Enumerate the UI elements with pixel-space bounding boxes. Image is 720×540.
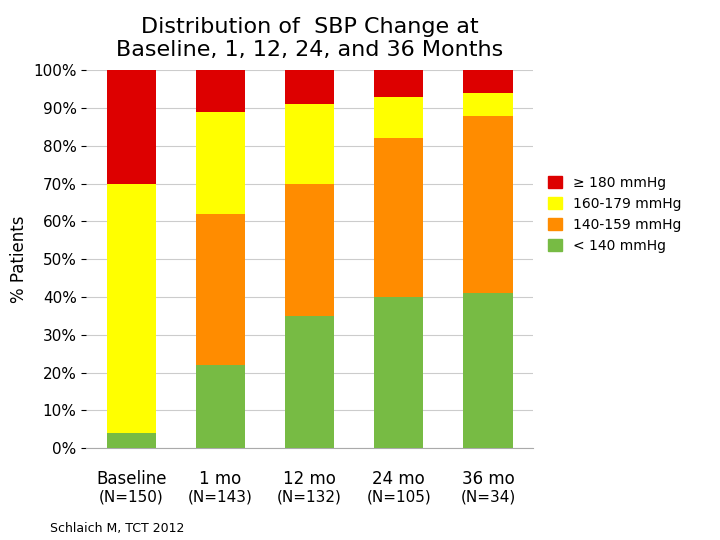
Y-axis label: % Patients: % Patients <box>9 215 27 303</box>
Bar <box>196 70 245 112</box>
Bar <box>107 70 156 184</box>
Bar <box>374 97 423 138</box>
Bar <box>107 433 156 448</box>
Bar <box>196 214 245 365</box>
Bar <box>285 104 334 184</box>
Text: (N=150): (N=150) <box>99 490 163 505</box>
Legend: ≥ 180 mmHg, 160-179 mmHg, 140-159 mmHg, < 140 mmHg: ≥ 180 mmHg, 160-179 mmHg, 140-159 mmHg, … <box>544 172 686 257</box>
Bar <box>464 116 513 293</box>
Bar <box>464 93 513 116</box>
Bar <box>196 112 245 214</box>
Text: (N=34): (N=34) <box>460 490 516 505</box>
Bar <box>374 297 423 448</box>
Bar <box>107 184 156 433</box>
Title: Distribution of  SBP Change at
Baseline, 1, 12, 24, and 36 Months: Distribution of SBP Change at Baseline, … <box>116 17 503 60</box>
Text: 36 mo: 36 mo <box>462 470 514 488</box>
Text: (N=143): (N=143) <box>188 490 253 505</box>
Bar <box>464 70 513 93</box>
Text: Baseline: Baseline <box>96 470 166 488</box>
Bar <box>285 70 334 104</box>
Text: 1 mo: 1 mo <box>199 470 241 488</box>
Bar <box>196 365 245 448</box>
Bar <box>374 70 423 97</box>
Text: Schlaich M, TCT 2012: Schlaich M, TCT 2012 <box>50 522 185 535</box>
Text: 24 mo: 24 mo <box>372 470 426 488</box>
Bar <box>285 316 334 448</box>
Text: (N=132): (N=132) <box>277 490 342 505</box>
Bar <box>285 184 334 316</box>
Bar <box>464 293 513 448</box>
Text: 12 mo: 12 mo <box>283 470 336 488</box>
Text: (N=105): (N=105) <box>366 490 431 505</box>
Bar <box>374 138 423 297</box>
